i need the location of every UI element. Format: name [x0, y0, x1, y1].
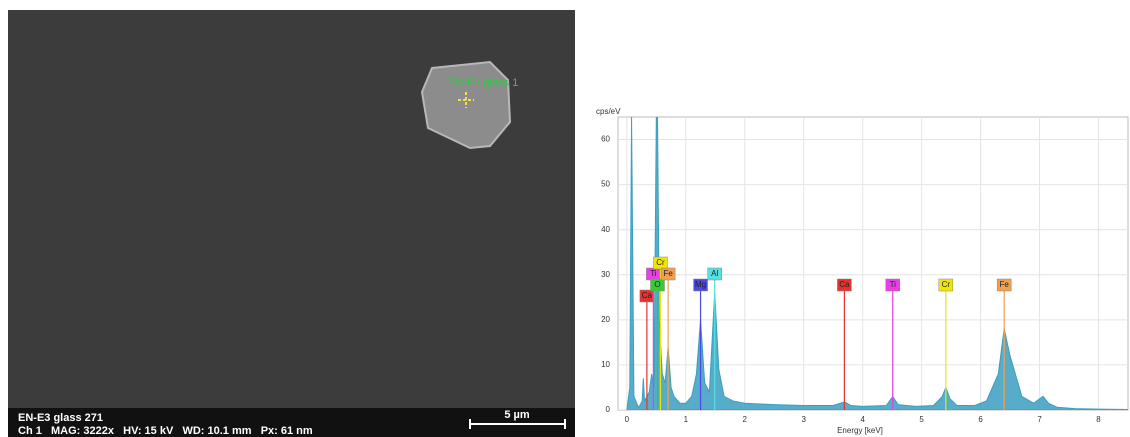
scale-label: 5 µm	[504, 409, 530, 421]
element-tag	[996, 278, 1012, 292]
element-tag	[650, 278, 665, 292]
x-tick-label: 6	[978, 415, 983, 424]
y-tick-label: 30	[601, 270, 610, 279]
element-label: O	[654, 280, 660, 289]
element-label: Cr	[942, 280, 951, 289]
x-axis-label: Energy [keV]	[837, 426, 883, 435]
y-tick-label: 10	[601, 360, 610, 369]
y-tick-label: 60	[601, 135, 610, 144]
element-tag	[837, 278, 852, 292]
y-tick-label: 20	[601, 315, 610, 324]
element-label: Mg	[695, 280, 706, 289]
x-tick-label: 7	[1037, 415, 1042, 424]
x-tick-label: 2	[743, 415, 748, 424]
y-axis-label: cps/eV	[596, 107, 621, 116]
point-label: EN-E3 glass 1	[448, 77, 518, 89]
element-label: Ti	[650, 269, 657, 278]
element-label: Al	[711, 269, 718, 278]
x-tick-label: 8	[1096, 415, 1101, 424]
element-tag	[885, 278, 901, 292]
element-tag	[938, 278, 954, 292]
sample-label: EN-E3 glass 271	[18, 412, 103, 424]
y-tick-label: 0	[606, 405, 611, 414]
y-tick-label: 50	[601, 180, 610, 189]
element-tag	[693, 278, 708, 292]
element-tag	[660, 267, 676, 281]
element-tag	[707, 267, 722, 281]
x-tick-label: 4	[860, 415, 865, 424]
element-tag	[653, 256, 668, 270]
info-line: Ch 1 MAG: 3222x HV: 15 kV WD: 10.1 mm Px…	[18, 425, 313, 437]
element-label: Ca	[642, 291, 653, 300]
x-tick-label: 1	[684, 415, 689, 424]
element-label: Ca	[839, 280, 850, 289]
element-label: Ti	[890, 280, 897, 289]
spectrum	[626, 117, 1128, 410]
element-label: Cr	[656, 258, 665, 267]
element-label: Fe	[1000, 280, 1010, 289]
x-tick-label: 0	[625, 415, 630, 424]
x-tick-label: 5	[919, 415, 924, 424]
y-tick-label: 40	[601, 225, 610, 234]
info-bar	[8, 408, 575, 437]
x-tick-label: 3	[801, 415, 806, 424]
element-label: Fe	[663, 269, 673, 278]
plot-area	[617, 116, 1129, 411]
